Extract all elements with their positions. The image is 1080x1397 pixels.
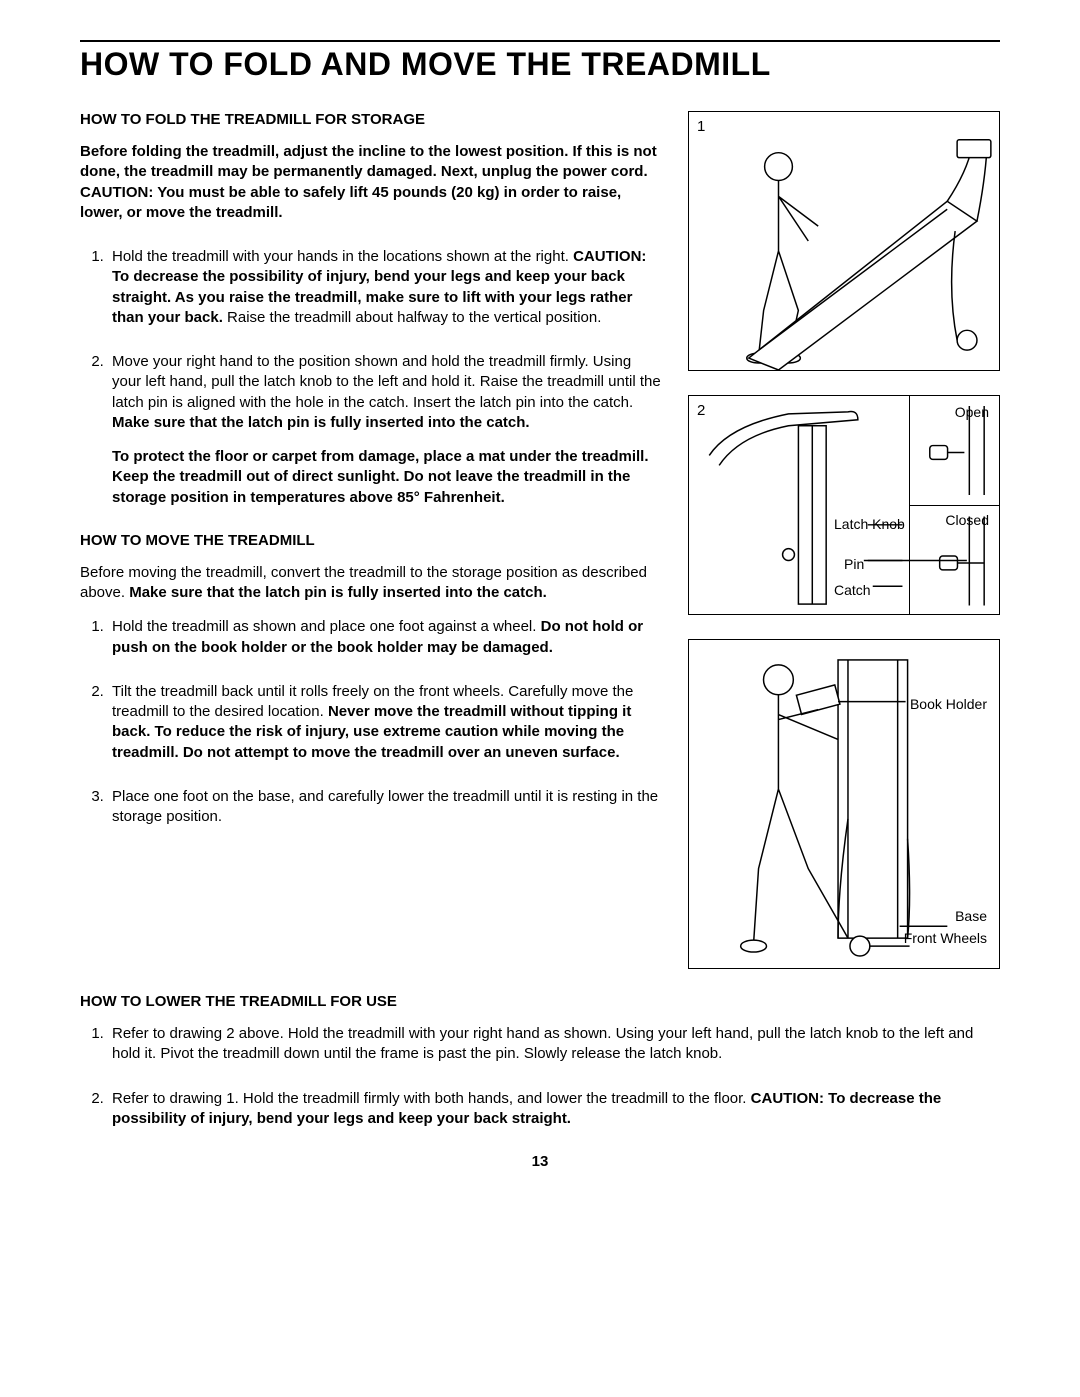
move-step-3: Place one foot on the base, and carefull… [108, 787, 664, 828]
two-column-layout: HOW TO FOLD THE TREADMILL FOR STORAGE Be… [80, 111, 1000, 969]
manual-page: HOW TO FOLD AND MOVE THE TREADMILL HOW T… [0, 0, 1080, 1210]
figure-2: 2 [688, 395, 1000, 615]
figure-column: 1 [688, 111, 1000, 969]
lower-steps: Refer to drawing 2 above. Hold the tread… [80, 1024, 1000, 1129]
full-width-section: HOW TO LOWER THE TREADMILL FOR USE Refer… [80, 993, 1000, 1129]
fold-step-2: Move your right hand to the position sho… [108, 352, 664, 508]
section-heading-fold: HOW TO FOLD THE TREADMILL FOR STORAGE [80, 111, 664, 128]
label-base: Base [955, 908, 987, 924]
text-bold: To protect the floor or carpet from dama… [112, 448, 649, 506]
fold-steps: Hold the treadmill with your hands in th… [80, 247, 664, 508]
label-front-wheels: Front Wheels [904, 930, 987, 946]
text: Hold the treadmill as shown and place on… [112, 618, 541, 635]
figure-number: 1 [697, 118, 705, 135]
text-bold: Make sure that the latch pin is fully in… [112, 414, 530, 431]
text-column: HOW TO FOLD THE TREADMILL FOR STORAGE Be… [80, 111, 664, 969]
figure-2-illustration [689, 396, 999, 614]
figure-3: Book Holder Base Front Wheels [688, 639, 1000, 969]
figure-1-illustration [689, 112, 999, 370]
figure-3-illustration [689, 640, 999, 968]
text: Move your right hand to the position sho… [112, 353, 661, 411]
fold-step-1: Hold the treadmill with your hands in th… [108, 247, 664, 328]
lower-step-1: Refer to drawing 2 above. Hold the tread… [108, 1024, 1000, 1065]
figure-1: 1 [688, 111, 1000, 371]
lower-step-2: Refer to drawing 1. Hold the treadmill f… [108, 1089, 1000, 1130]
top-rule [80, 40, 1000, 42]
section-heading-lower: HOW TO LOWER THE TREADMILL FOR USE [80, 993, 1000, 1010]
text: Refer to drawing 1. Hold the treadmill f… [112, 1090, 751, 1107]
fold-intro: Before folding the treadmill, adjust the… [80, 142, 664, 223]
page-number: 13 [80, 1153, 1000, 1170]
text-bold: Make sure that the latch pin is fully in… [129, 584, 547, 601]
section-heading-move: HOW TO MOVE THE TREADMILL [80, 532, 664, 549]
text: Hold the treadmill with your hands in th… [112, 248, 573, 265]
move-steps: Hold the treadmill as shown and place on… [80, 617, 664, 827]
move-intro: Before moving the treadmill, convert the… [80, 563, 664, 604]
move-step-2: Tilt the treadmill back until it rolls f… [108, 682, 664, 763]
label-book-holder: Book Holder [910, 696, 987, 712]
move-step-1: Hold the treadmill as shown and place on… [108, 617, 664, 658]
text: Raise the treadmill about halfway to the… [223, 309, 602, 326]
page-title: HOW TO FOLD AND MOVE THE TREADMILL [80, 46, 1000, 83]
